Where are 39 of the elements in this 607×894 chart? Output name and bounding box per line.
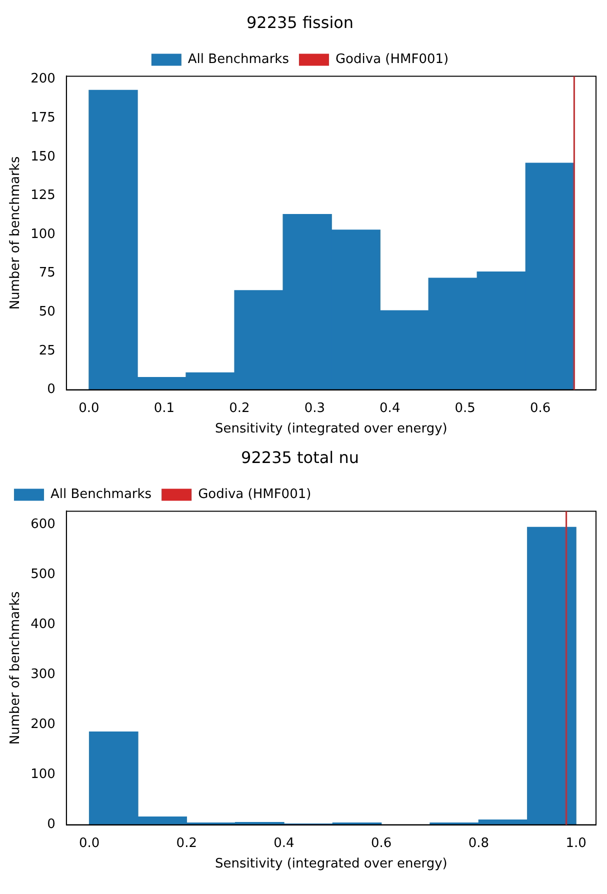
x-axis-title: Sensitivity (integrated over energy) — [215, 856, 448, 872]
x-tick-label: 0.4 — [274, 836, 294, 851]
legend-label: Godiva (HMF001) — [198, 487, 312, 502]
x-tick-label: 0.2 — [229, 400, 250, 416]
x-tick-label: 0.0 — [78, 836, 100, 851]
x-tick-label: 0.2 — [176, 836, 197, 851]
y-tick-label: 25 — [38, 343, 56, 358]
y-axis-title: Number of benchmarks — [8, 156, 24, 310]
y-tick-label: 0 — [47, 382, 56, 398]
y-tick-label: 600 — [30, 517, 56, 532]
x-tick-label: 0.6 — [530, 400, 551, 416]
x-tick-label: 0.8 — [468, 836, 490, 851]
y-tick-label: 200 — [30, 72, 56, 87]
x-axis-title: Sensitivity (integrated over energy) — [215, 422, 448, 437]
x-tick-label: 1.0 — [566, 836, 586, 851]
y-tick-label: 0 — [47, 817, 56, 832]
chart-title: 92235 total nu — [241, 448, 359, 467]
chart-title: 92235 fission — [246, 12, 354, 32]
y-tick-label: 100 — [30, 767, 56, 782]
x-tick-label: 0.0 — [78, 400, 100, 416]
y-tick-label: 300 — [30, 667, 56, 682]
x-tick-label: 0.3 — [304, 400, 325, 416]
y-tick-label: 500 — [30, 567, 56, 582]
x-tick-label: 0.1 — [154, 400, 175, 416]
y-axis-title: Number of benchmarks — [8, 591, 24, 745]
y-tick-label: 175 — [30, 110, 56, 126]
x-tick-label: 0.6 — [371, 836, 392, 851]
y-tick-label: 75 — [38, 266, 56, 281]
y-tick-label: 125 — [30, 188, 56, 204]
legend-label: All Benchmarks — [188, 52, 290, 68]
legend-label: All Benchmarks — [50, 487, 152, 502]
y-tick-label: 200 — [30, 717, 56, 732]
x-tick-label: 0.5 — [454, 400, 476, 416]
y-tick-label: 50 — [38, 304, 56, 320]
y-tick-label: 400 — [30, 617, 56, 632]
x-tick-label: 0.4 — [380, 400, 400, 416]
legend-label: Godiva (HMF001) — [335, 52, 449, 68]
y-tick-label: 150 — [30, 149, 56, 164]
y-tick-label: 100 — [30, 226, 56, 242]
